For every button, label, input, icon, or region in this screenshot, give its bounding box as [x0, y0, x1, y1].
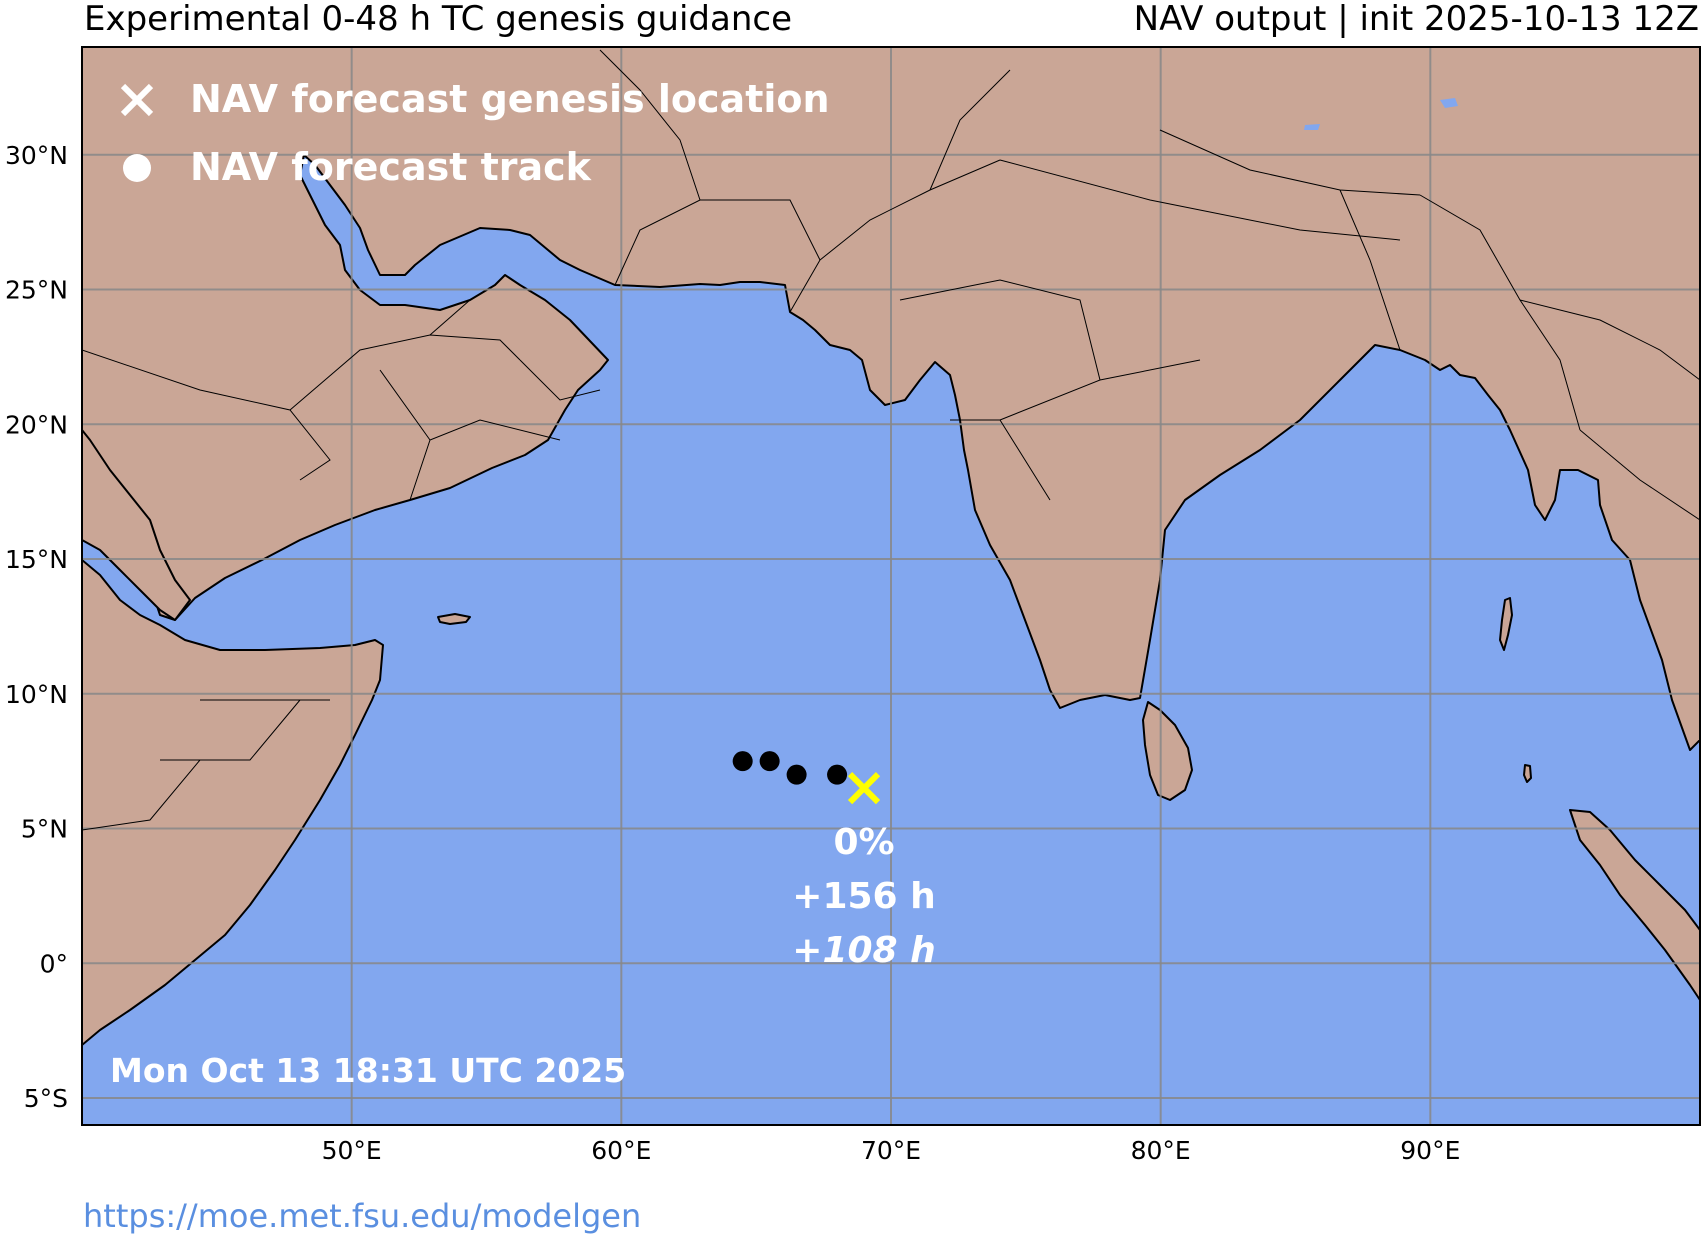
forecast-track	[732, 751, 848, 785]
land-arabia-sw	[82, 429, 191, 621]
legend-genesis-label: NAV forecast genesis location	[190, 77, 830, 121]
land-andaman	[1499, 597, 1513, 651]
forecast-genesis-marker	[847, 772, 881, 805]
lead-time-1: +156 h	[792, 876, 935, 917]
lon-tick-label: 50°E	[322, 1136, 382, 1165]
source-url-link[interactable]: https://moe.met.fsu.edu/modelgen	[83, 1197, 642, 1235]
lake	[1304, 98, 1458, 130]
lat-tick-label: 15°N	[5, 545, 68, 574]
timestamp: Mon Oct 13 18:31 UTC 2025	[110, 1051, 626, 1090]
border-line	[379, 369, 431, 441]
border-line	[429, 299, 471, 336]
lead-time-2: +108 h	[792, 930, 935, 971]
chart-title: Experimental 0-48 h TC genesis guidance	[84, 0, 792, 39]
border-line	[614, 199, 821, 313]
legend: NAV forecast genesis location NAV foreca…	[120, 77, 830, 189]
land-sri-lanka	[1142, 701, 1193, 801]
border-line	[160, 699, 301, 761]
border-line	[82, 759, 201, 831]
lat-tick-label: 20°N	[5, 410, 68, 439]
genesis-cross-stroke	[847, 772, 881, 805]
track-point	[759, 751, 780, 772]
legend-track-label: NAV forecast track	[190, 145, 592, 189]
map-frame	[81, 46, 1701, 1126]
genesis-probability: 0%	[833, 822, 894, 863]
border-line	[999, 159, 1401, 241]
border-line	[409, 419, 561, 501]
lat-tick-label: 25°N	[5, 276, 68, 305]
graticule	[82, 47, 1700, 1125]
lat-tick-label: 10°N	[5, 680, 68, 709]
border-line	[1339, 189, 1401, 351]
lon-tick-label: 70°E	[861, 1136, 921, 1165]
latitude-labels: 30°N 25°N 20°N 15°N 10°N 5°N 0° 5°S	[5, 141, 68, 1113]
lon-tick-label: 90°E	[1400, 1136, 1460, 1165]
lon-tick-label: 60°E	[591, 1136, 651, 1165]
track-dot-icon	[123, 154, 151, 182]
border-line	[519, 359, 601, 401]
border-line	[1519, 299, 1700, 381]
country-borders	[82, 49, 1700, 831]
lat-tick-label: 0°	[40, 949, 68, 978]
longitude-labels: 50°E 60°E 70°E 80°E 90°E	[322, 1136, 1461, 1165]
border-line	[599, 49, 701, 201]
lat-tick-label: 5°N	[21, 815, 68, 844]
genesis-cross-icon	[120, 83, 154, 117]
track-point	[732, 751, 753, 772]
land-africa	[82, 559, 384, 1046]
land-socotra	[437, 613, 471, 625]
lat-tick-label: 5°S	[24, 1084, 68, 1113]
model-init-label: NAV output | init 2025-10-13 12Z	[1133, 0, 1699, 39]
land-nicobar	[1523, 764, 1532, 783]
track-point	[827, 764, 848, 785]
lon-tick-label: 80°E	[1131, 1136, 1191, 1165]
border-line	[819, 159, 1001, 261]
land-sumatra	[1569, 809, 1700, 1001]
border-line	[929, 69, 1011, 191]
border-line	[1579, 429, 1700, 521]
border-line	[1159, 129, 1421, 196]
track-point	[786, 764, 807, 785]
lat-tick-label: 30°N	[5, 141, 68, 170]
border-line	[899, 279, 1101, 381]
